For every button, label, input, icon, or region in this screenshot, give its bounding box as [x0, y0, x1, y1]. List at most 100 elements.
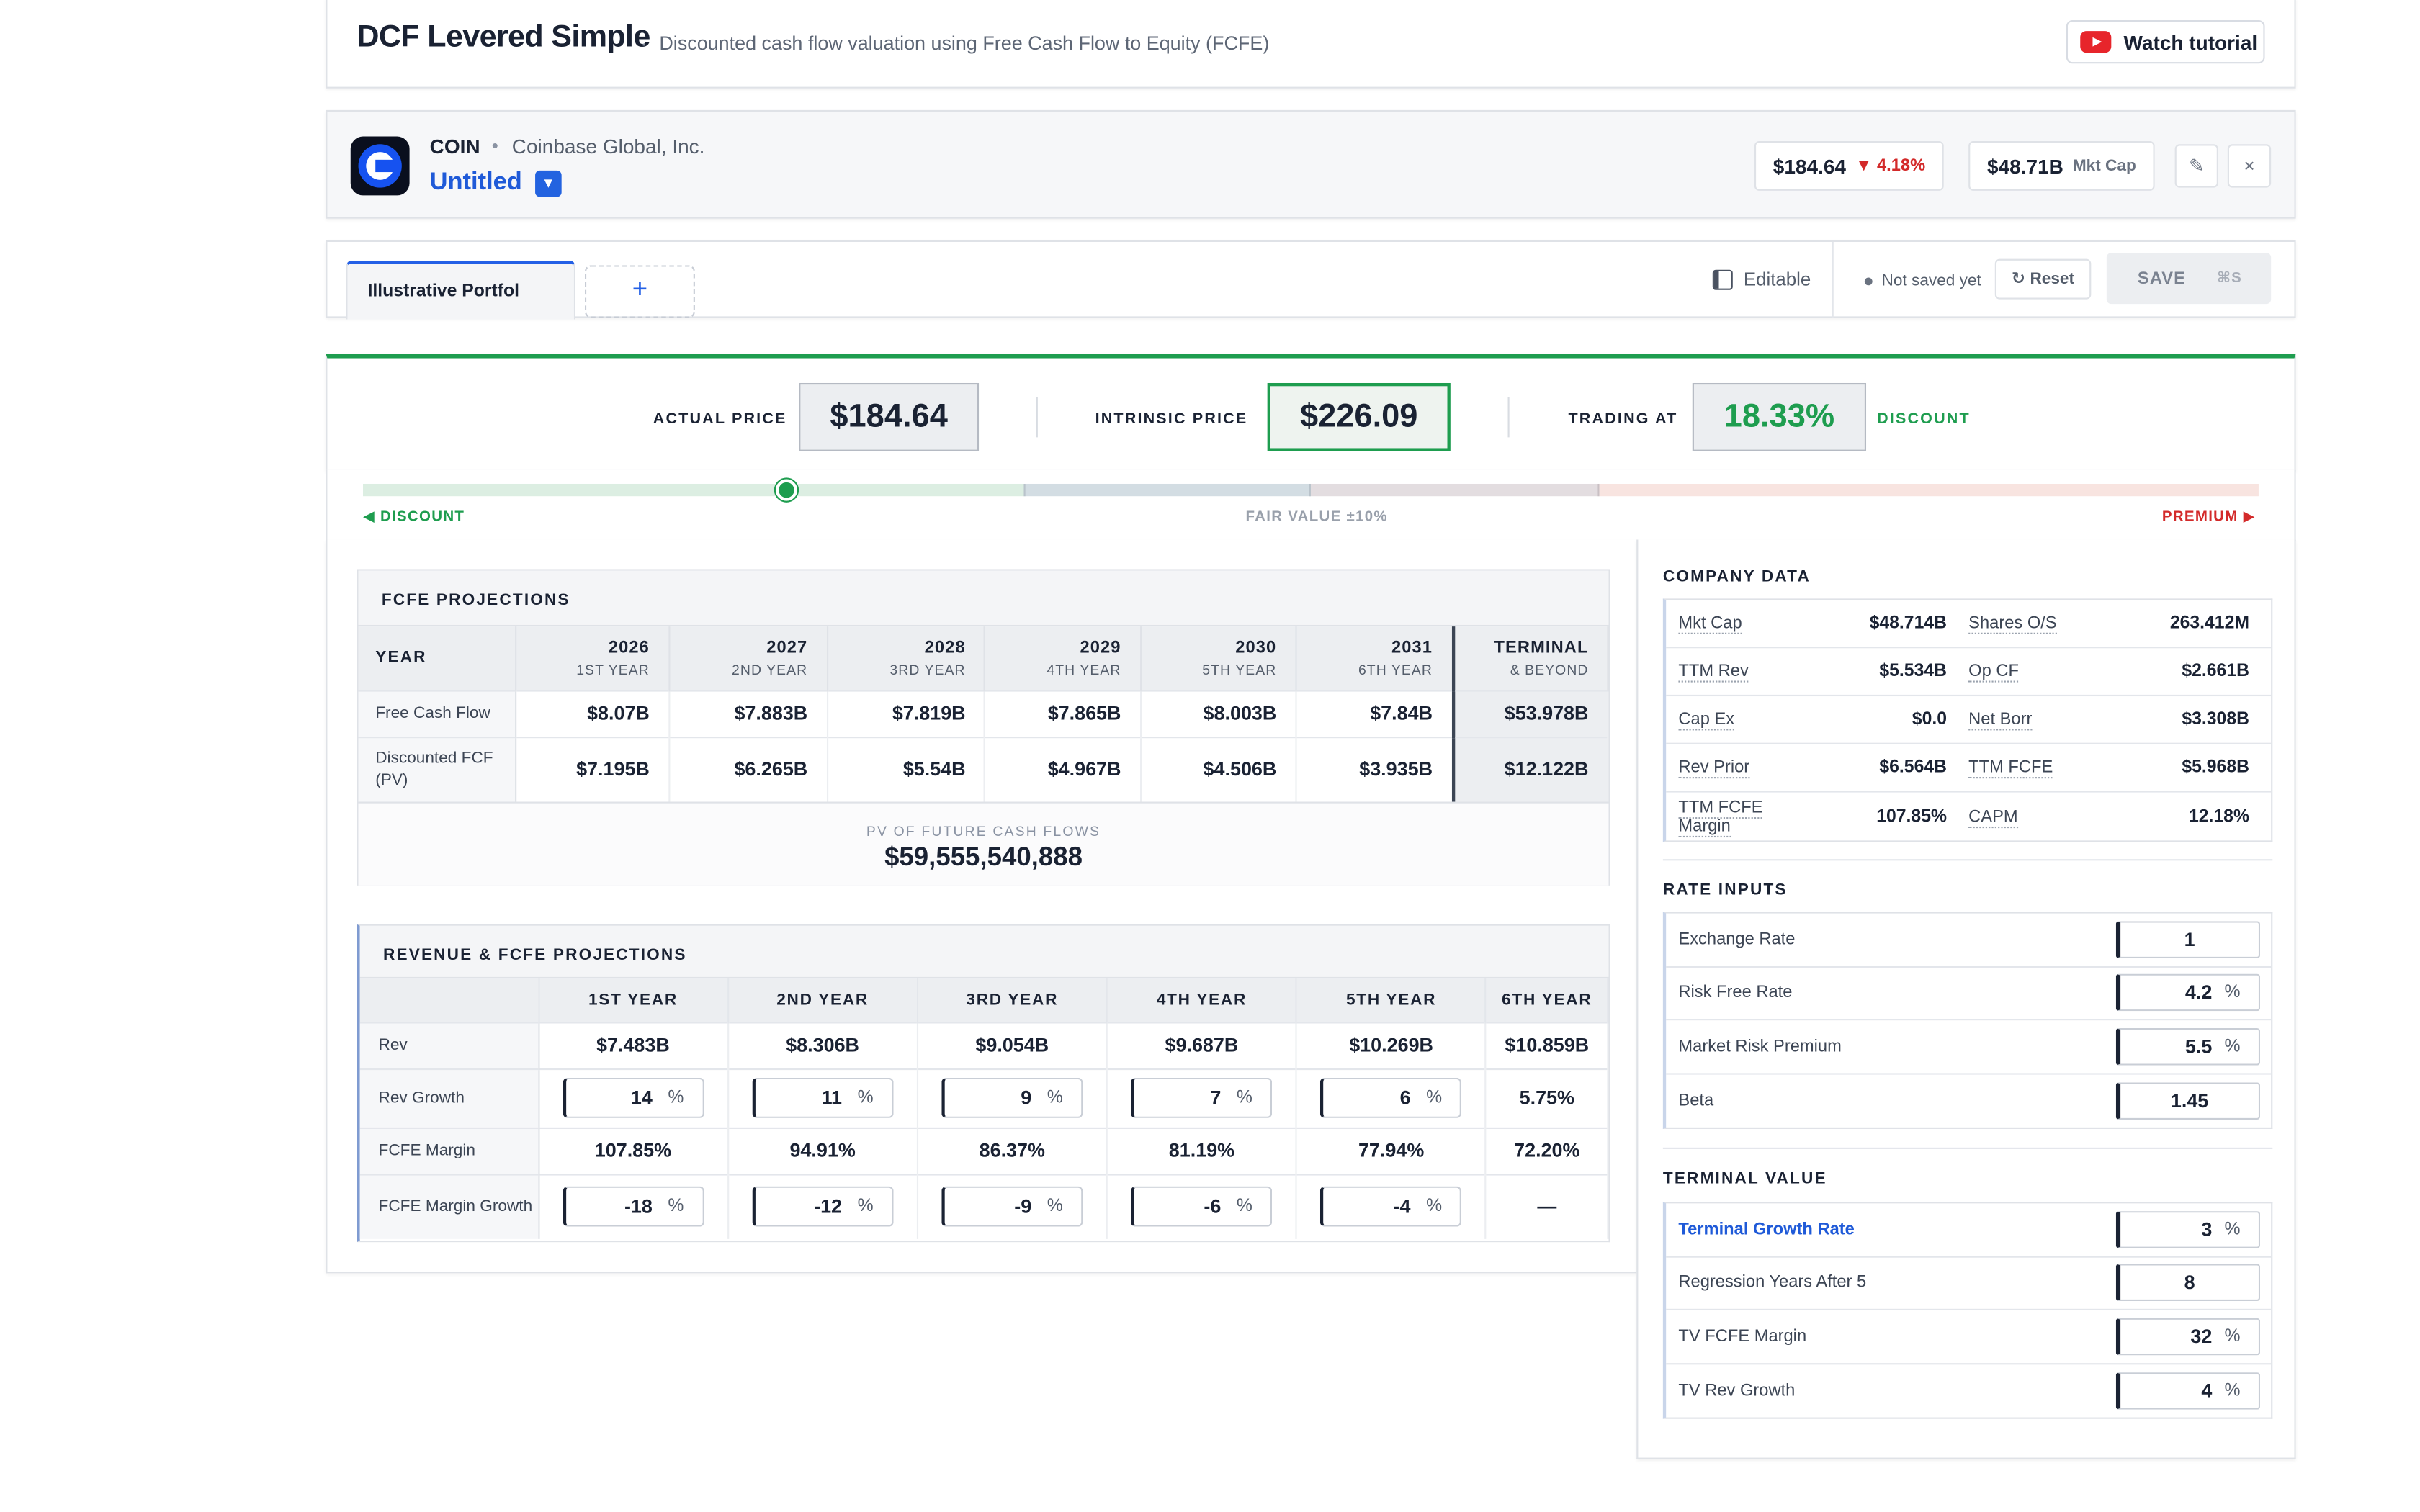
table-cell: $8.306B: [727, 1021, 918, 1068]
row-label: Discounted FCF (PV): [358, 735, 516, 802]
input-label: TV Rev Growth: [1678, 1381, 1796, 1400]
rev-growth-input[interactable]: 14%: [562, 1077, 704, 1118]
section-divider: [1662, 1147, 2273, 1149]
table-cell: $3.935B: [1296, 735, 1454, 802]
table-row: FCFE Margin 107.85% 94.91% 86.37% 81.19%…: [359, 1126, 1609, 1174]
table-cell: 6%: [1296, 1067, 1487, 1128]
reset-button[interactable]: ↻ Reset: [1994, 258, 2092, 300]
metric-label: Shares O/S: [1968, 613, 2057, 634]
year-header: YEAR: [358, 626, 516, 690]
margin-growth-input[interactable]: -9%: [941, 1187, 1083, 1228]
actual-price-value: $184.64: [799, 382, 980, 451]
page-subtitle: Discounted cash flow valuation using Fre…: [659, 32, 1270, 55]
summary-divider: [1036, 397, 1038, 438]
pv-label: PV OF FUTURE CASH FLOWS: [866, 823, 1101, 840]
year-column: 2ND YEAR: [727, 978, 918, 1022]
save-button[interactable]: SAVE ⌘S: [2106, 253, 2272, 305]
margin-growth-input[interactable]: -6%: [1131, 1187, 1273, 1228]
exchange-rate-input[interactable]: 1: [2115, 920, 2261, 958]
terminal-value-title: TERMINAL VALUE: [1662, 1169, 1827, 1188]
metric-label: CAPM: [1968, 807, 2018, 828]
valuation-scale-bar: [362, 483, 2259, 497]
metric-value: $6.564B: [1879, 758, 1948, 778]
scenario-dropdown-icon[interactable]: ▼: [535, 170, 562, 197]
page-header: DCF Levered Simple · Discounted cash flo…: [326, 0, 2296, 89]
input-label: Beta: [1678, 1091, 1714, 1110]
fcfe-projections-title: FCFE PROJECTIONS: [358, 570, 1609, 627]
scenario-name[interactable]: Untitled: [429, 168, 522, 196]
market-risk-premium-input[interactable]: 5.5%: [2115, 1027, 2261, 1066]
toolbar-divider: [1832, 241, 1834, 318]
revenue-projections-table: 1ST YEAR 2ND YEAR 3RD YEAR 4TH YEAR 5TH …: [359, 978, 1609, 1239]
input-label: Risk Free Rate: [1678, 984, 1793, 1002]
table-cell: $6.265B: [668, 735, 828, 802]
reset-icon: ↻: [2012, 269, 2025, 289]
ticker-symbol: COIN: [429, 135, 480, 158]
table-cell: $7.819B: [827, 689, 986, 737]
trading-at-label: TRADING AT: [1568, 410, 1678, 428]
ticker-separator: •: [491, 135, 498, 157]
table-row: Free Cash Flow $8.07B $7.883B $7.819B $7…: [358, 689, 1609, 737]
price-pill: $184.64 ▼ 4.18%: [1754, 140, 1945, 191]
company-name: Coinbase Global, Inc.: [511, 135, 705, 158]
editable-checkbox[interactable]: [1712, 269, 1733, 289]
metric-value: $5.534B: [1879, 662, 1948, 681]
fcfe-projections-card: FCFE PROJECTIONS YEAR 2026 1ST YEAR 2027 2…: [357, 569, 1610, 886]
regression-years-input[interactable]: 8: [2115, 1264, 2261, 1302]
input-label: Terminal Growth Rate: [1678, 1220, 1855, 1239]
metric-label: Cap Ex: [1678, 710, 1735, 731]
table-cell: 11%: [727, 1067, 918, 1128]
margin-growth-input[interactable]: -4%: [1320, 1187, 1462, 1228]
metric-label: TTM FCFE: [1968, 758, 2053, 779]
current-price: $184.64: [1773, 154, 1847, 178]
year-column: 2029 4TH YEAR: [985, 626, 1142, 690]
valuation-marker: [776, 479, 798, 501]
watch-tutorial-label: Watch tutorial: [2123, 30, 2258, 54]
edit-button[interactable]: ✎: [2174, 144, 2218, 188]
terminal-column: TERMINAL & BEYOND: [1451, 626, 1609, 690]
rate-inputs-title: RATE INPUTS: [1662, 881, 1788, 900]
pv-summary: PV OF FUTURE CASH FLOWS $59,555,540,888: [358, 801, 1609, 886]
actual-price-label: ACTUAL PRICE: [653, 410, 787, 428]
table-cell: $5.54B: [827, 735, 986, 802]
tv-rev-growth-input[interactable]: 4%: [2115, 1372, 2261, 1410]
risk-free-rate-input[interactable]: 4.2%: [2115, 974, 2261, 1012]
watch-tutorial-button[interactable]: Watch tutorial: [2066, 19, 2265, 64]
table-cell: $7.84B: [1296, 689, 1454, 737]
ticker-bar: COIN • Coinbase Global, Inc. Untitled ▼ …: [326, 109, 2296, 219]
metric-label: Rev Prior: [1678, 758, 1750, 779]
year-column: 2031 6TH YEAR: [1296, 626, 1454, 690]
beta-input[interactable]: 1.45: [2115, 1081, 2261, 1120]
fcfe-projections-table: YEAR 2026 1ST YEAR 2027 2ND YEAR 2028 3RD Y…: [358, 626, 1609, 802]
table-cell: 5.75%: [1486, 1067, 1609, 1128]
tab-illustrative-portfolio[interactable]: Illustrative Portfol: [346, 260, 576, 320]
table-cell: 77.94%: [1296, 1126, 1487, 1174]
blank-header: [359, 978, 539, 1022]
add-tab-button[interactable]: +: [584, 265, 695, 318]
revenue-projections-title: REVENUE & FCFE PROJECTIONS: [359, 925, 1609, 979]
margin-growth-input[interactable]: -18%: [562, 1187, 704, 1228]
close-ticker-button[interactable]: ×: [2227, 144, 2272, 188]
terminal-cell: $12.122B: [1451, 735, 1609, 802]
table-cell: -12%: [727, 1173, 918, 1239]
table-cell: $9.687B: [1106, 1021, 1298, 1068]
margin-growth-input[interactable]: -12%: [752, 1187, 894, 1228]
rev-growth-input[interactable]: 7%: [1131, 1077, 1273, 1118]
table-cell: $8.003B: [1140, 689, 1297, 737]
intrinsic-price-label: INTRINSIC PRICE: [1095, 410, 1248, 428]
company-data-title: COMPANY DATA: [1662, 567, 1811, 587]
rev-growth-input[interactable]: 6%: [1320, 1077, 1462, 1118]
year-column: 4TH YEAR: [1106, 978, 1298, 1022]
revenue-projections-card: REVENUE & FCFE PROJECTIONS 1ST YEAR 2ND …: [357, 924, 1610, 1243]
rev-growth-input[interactable]: 9%: [941, 1077, 1083, 1118]
pencil-icon: ✎: [2188, 155, 2205, 177]
scenario-tabs-bar: Illustrative Portfol + Editable Not save…: [326, 240, 2296, 320]
editable-toggle[interactable]: Editable: [1712, 269, 1811, 290]
table-cell: -6%: [1106, 1173, 1298, 1239]
metric-label: Op CF: [1968, 662, 2019, 683]
table-cell: $10.859B: [1486, 1021, 1609, 1068]
table-row: Rev $7.483B $8.306B $9.054B $9.687B $10.…: [359, 1021, 1609, 1068]
terminal-growth-rate-input[interactable]: 3%: [2115, 1210, 2261, 1248]
tv-fcfe-margin-input[interactable]: 32%: [2115, 1318, 2261, 1355]
rev-growth-input[interactable]: 11%: [752, 1077, 894, 1118]
